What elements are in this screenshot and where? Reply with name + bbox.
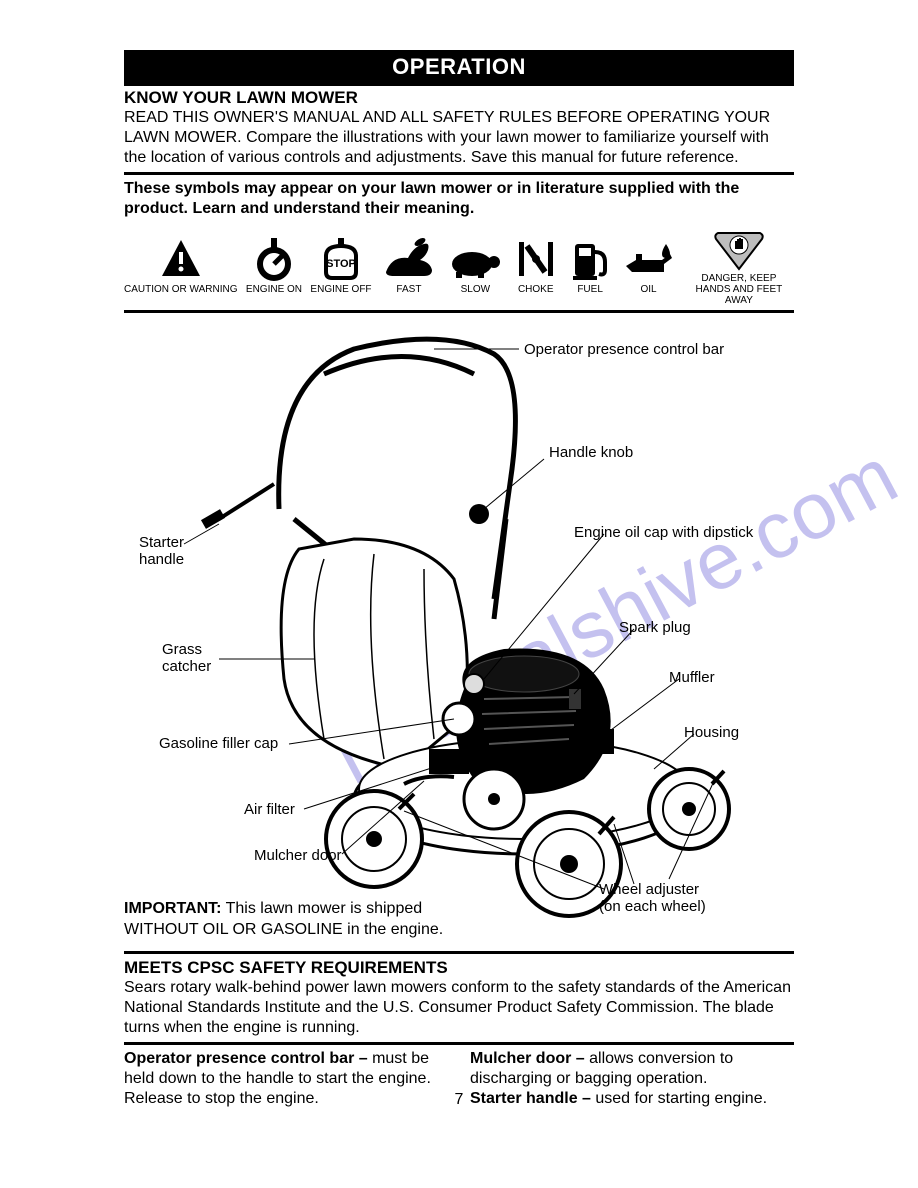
symbol-label: CAUTION OR WARNING <box>124 284 238 306</box>
def-operator-label: Operator presence control bar – <box>124 1050 372 1067</box>
symbol-engine-on: ENGINE ON <box>246 236 302 306</box>
choke-icon <box>513 236 559 282</box>
section-banner: OPERATION <box>124 50 794 86</box>
symbol-label: CHOKE <box>518 284 554 306</box>
symbol-fast: FAST <box>380 236 438 306</box>
slow-icon <box>446 236 504 282</box>
know-body: READ THIS OWNER'S MANUAL AND ALL SAFETY … <box>124 108 794 168</box>
symbol-fuel: FUEL <box>567 236 613 306</box>
symbol-row: CAUTION OR WARNING ENGINE ON STOP ENGINE… <box>124 225 794 306</box>
symbol-label: OIL <box>640 284 656 306</box>
symbol-caution: CAUTION OR WARNING <box>124 236 238 306</box>
callout-operator-bar: Operator presence control bar <box>524 341 724 358</box>
symbol-label: FAST <box>396 284 421 306</box>
callout-gasoline-filler: Gasoline filler cap <box>159 735 278 752</box>
def-starter-label: Starter handle – <box>470 1090 595 1107</box>
cpsc-body: Sears rotary walk-behind power lawn mowe… <box>124 978 794 1038</box>
symbol-label: ENGINE ON <box>246 284 302 306</box>
callout-mulcher-door: Mulcher door <box>254 847 342 864</box>
callout-starter-handle: Starter handle <box>139 534 184 569</box>
callout-engine-oil: Engine oil cap with dipstick <box>574 524 753 541</box>
def-starter-text: used for starting engine. <box>595 1090 767 1107</box>
divider <box>124 951 794 954</box>
symbol-engine-off: STOP ENGINE OFF <box>310 236 371 306</box>
divider <box>124 310 794 313</box>
symbol-label: DANGER, KEEP HANDS AND FEET AWAY <box>684 273 794 306</box>
caution-icon <box>158 236 204 282</box>
callout-grass-catcher: Grass catcher <box>162 641 211 676</box>
callout-air-filter: Air filter <box>244 801 295 818</box>
symbol-label: FUEL <box>577 284 603 306</box>
engine-off-icon: STOP <box>318 236 364 282</box>
symbol-label: SLOW <box>461 284 490 306</box>
symbol-oil: OIL <box>622 236 676 306</box>
callout-housing: Housing <box>684 724 739 741</box>
symbols-intro: These symbols may appear on your lawn mo… <box>124 179 794 219</box>
callout-wheel-adjuster: Wheel adjuster (on each wheel) <box>599 881 706 916</box>
fuel-icon <box>567 236 613 282</box>
symbol-danger-hands: DANGER, KEEP HANDS AND FEET AWAY <box>684 225 794 306</box>
callout-muffler: Muffler <box>669 669 715 686</box>
callout-spark-plug: Spark plug <box>619 619 691 636</box>
fast-icon <box>380 236 438 282</box>
svg-text:STOP: STOP <box>326 258 356 270</box>
divider <box>124 1042 794 1045</box>
symbol-slow: SLOW <box>446 236 504 306</box>
cpsc-title: MEETS CPSC SAFETY REQUIREMENTS <box>124 958 794 978</box>
callout-handle-knob: Handle knob <box>549 444 633 461</box>
engine-on-icon <box>251 236 297 282</box>
def-left-col: Operator presence control bar – must be … <box>124 1049 448 1109</box>
mower-svg <box>124 319 794 929</box>
divider <box>124 172 794 175</box>
def-right-col: Mulcher door – allows conversion to disc… <box>470 1049 794 1109</box>
oil-icon <box>622 236 676 282</box>
know-title: KNOW YOUR LAWN MOWER <box>124 88 794 108</box>
def-mulcher-label: Mulcher door – <box>470 1050 589 1067</box>
symbol-choke: CHOKE <box>513 236 559 306</box>
mower-diagram: Operator presence control bar Handle kno… <box>124 319 794 929</box>
symbol-label: ENGINE OFF <box>310 284 371 306</box>
danger-hands-icon <box>712 225 766 271</box>
